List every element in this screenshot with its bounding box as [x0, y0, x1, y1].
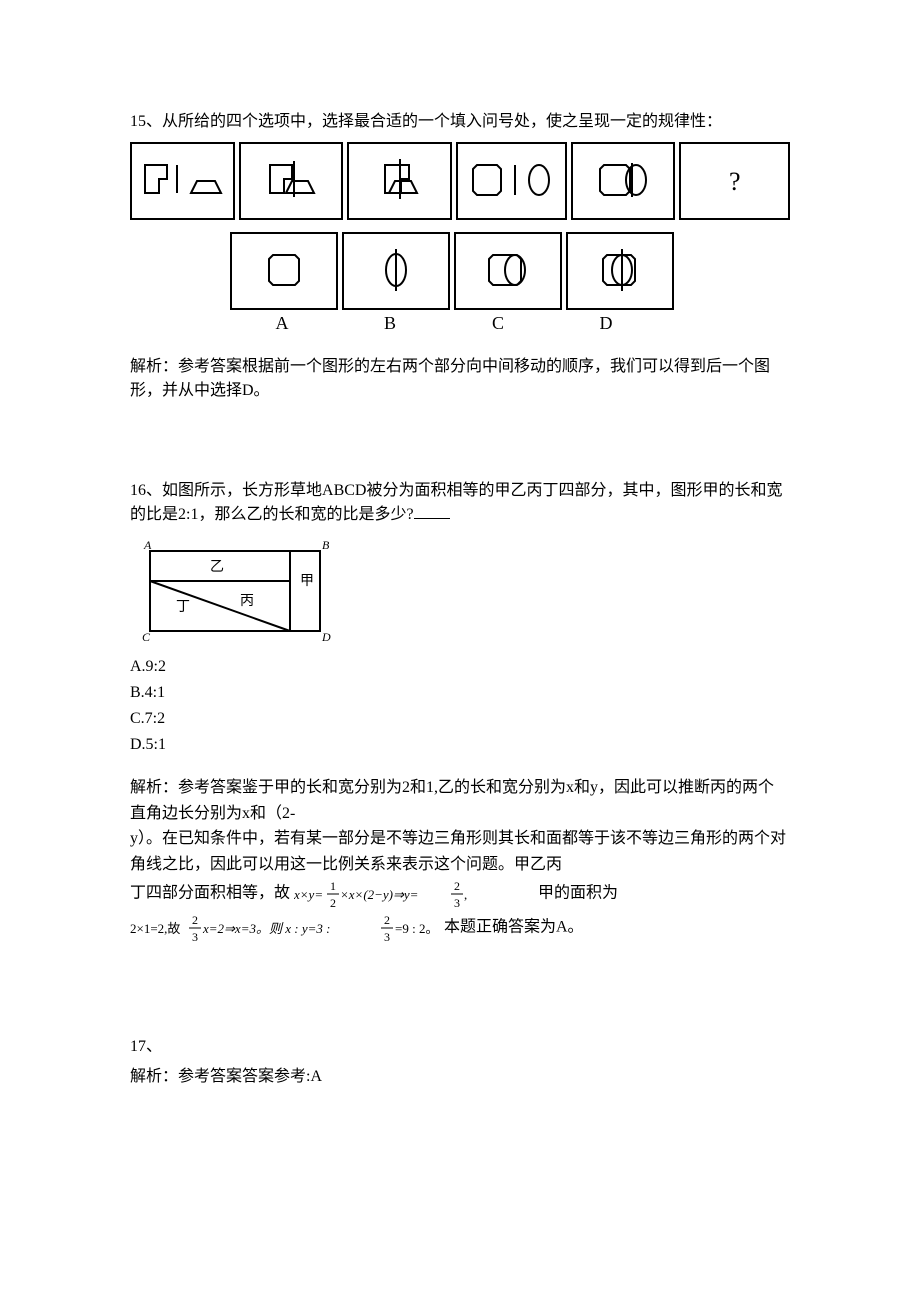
q15-optA-svg — [239, 241, 329, 301]
q15-optC-svg — [463, 241, 553, 301]
q15-option-labels: A B C D — [230, 310, 790, 337]
q15-seq-3 — [347, 142, 452, 220]
q15-options — [230, 232, 790, 310]
q15-seq3-svg — [355, 151, 445, 211]
svg-text:2: 2 — [384, 913, 390, 927]
q15-opt-C[interactable] — [454, 232, 562, 310]
q16-an-p3b: 甲的面积为 — [538, 885, 618, 902]
q16-prompt-text: 如图所示，长方形草地ABCD被分为面积相等的甲乙丙丁四部分，其中，图形甲的长和宽… — [130, 482, 782, 523]
svg-text:,: , — [464, 887, 467, 902]
q15-seq-6: ? — [679, 142, 790, 220]
q16-blank — [414, 518, 450, 519]
q15-seq2-svg — [246, 151, 336, 211]
q15-optB-svg — [351, 241, 441, 301]
q15-opt-D[interactable] — [566, 232, 674, 310]
q15-sequence: ? — [130, 142, 790, 220]
svg-text:×x×(2−y)⇒y=: ×x×(2−y)⇒y= — [340, 887, 418, 902]
exam-page: 15、从所给的四个选项中，选择最合适的一个填入问号处，使之呈现一定的规律性： — [0, 0, 920, 1302]
q16-D: D — [321, 630, 331, 644]
q16-number: 16、 — [130, 482, 162, 499]
svg-text:=9 : 2。: =9 : 2。 — [395, 921, 438, 936]
spacer-1 — [130, 419, 790, 479]
q15-number: 15、 — [130, 113, 162, 130]
q15-seq-4 — [456, 142, 567, 220]
q16-prompt: 16、如图所示，长方形草地ABCD被分为面积相等的甲乙丙丁四部分，其中，图形甲的… — [130, 479, 790, 527]
q15-label-B: B — [338, 310, 442, 337]
q15-opt-A[interactable] — [230, 232, 338, 310]
q17: 17、 解析：参考答案答案参考:A — [130, 1035, 790, 1089]
q16-opt-A[interactable]: A.9:2 — [130, 655, 790, 679]
q16-jia: 甲 — [300, 574, 314, 589]
q15-question-mark: ? — [729, 162, 741, 201]
q16-opt-C[interactable]: C.7:2 — [130, 707, 790, 731]
svg-text:x×y=: x×y= — [294, 887, 323, 902]
svg-text:2: 2 — [330, 896, 336, 910]
q16-figure: A B C D 乙 甲 丁 丙 — [130, 537, 790, 647]
q16-B: B — [322, 538, 330, 552]
q16-options: A.9:2 B.4:1 C.7:2 D.5:1 — [130, 655, 790, 757]
svg-text:3: 3 — [454, 896, 460, 910]
q15-seq-1 — [130, 142, 235, 220]
q15-analysis-text: 参考答案根据前一个图形的左右两个部分向中间移动的顺序，我们可以得到后一个图形，并… — [130, 358, 770, 399]
q16-ding: 丁 — [176, 600, 190, 615]
q16-an-p4b: 本题正确答案为A。 — [444, 919, 584, 936]
q17-analysis: 解析：参考答案答案参考:A — [130, 1065, 790, 1089]
q15-seq1-svg — [137, 151, 227, 211]
svg-text:3: 3 — [192, 930, 198, 944]
svg-text:1: 1 — [330, 879, 336, 893]
q15-optD-svg — [575, 241, 665, 301]
svg-text:x=2⇒x=3。则 x : y=3 :: x=2⇒x=3。则 x : y=3 : — [202, 921, 330, 936]
svg-text:2: 2 — [192, 913, 198, 927]
q16-opt-B[interactable]: B.4:1 — [130, 681, 790, 705]
q16-opt-D[interactable]: D.5:1 — [130, 733, 790, 757]
q15-label-D: D — [554, 310, 658, 337]
q16-analysis-label: 解析： — [130, 779, 178, 796]
q17-number: 17、 — [130, 1035, 790, 1059]
q15-seq5-svg — [578, 151, 668, 211]
q16-C: C — [142, 630, 151, 644]
q16-analysis: 解析：参考答案鉴于甲的长和宽分别为2和1,乙的长和宽分别为x和y，因此可以推断丙… — [130, 775, 790, 945]
q15-seq4-svg — [461, 151, 561, 211]
q16-an-p2: y）。在已知条件中，若有某一部分是不等边三角形则其长和面都等于该不等边三角形的两… — [130, 830, 786, 873]
q15-label-C: C — [446, 310, 550, 337]
q15-seq-5 — [571, 142, 676, 220]
svg-text:3: 3 — [384, 930, 390, 944]
svg-text:2×1=2,故: 2×1=2,故 — [130, 921, 180, 936]
q16-math1: x×y= 1 2 ×x×(2−y)⇒y= 2 3 , — [294, 877, 534, 911]
q17-analysis-label: 解析： — [130, 1068, 178, 1085]
q15-analysis-label: 解析： — [130, 358, 178, 375]
q16-an-p1: 参考答案鉴于甲的长和宽分别为2和1,乙的长和宽分别为x和y，因此可以推断丙的两个… — [130, 779, 774, 822]
q15-prompt-text: 从所给的四个选项中，选择最合适的一个填入问号处，使之呈现一定的规律性： — [162, 113, 722, 130]
q15-prompt: 15、从所给的四个选项中，选择最合适的一个填入问号处，使之呈现一定的规律性： — [130, 110, 790, 134]
q16-A: A — [143, 538, 152, 552]
q15-analysis: 解析：参考答案根据前一个图形的左右两个部分向中间移动的顺序，我们可以得到后一个图… — [130, 355, 790, 403]
q16-svg: A B C D 乙 甲 丁 丙 — [130, 537, 350, 647]
q16-math2: 2×1=2,故 2 3 x=2⇒x=3。则 x : y=3 : 2 3 =9 :… — [130, 911, 440, 945]
q16-yi: 乙 — [210, 559, 224, 575]
q17-analysis-text: 参考答案答案参考:A — [178, 1068, 322, 1085]
q15: 15、从所给的四个选项中，选择最合适的一个填入问号处，使之呈现一定的规律性： — [130, 110, 790, 403]
q16-an-p3a: 丁四部分面积相等，故 — [130, 885, 290, 902]
svg-text:2: 2 — [454, 879, 460, 893]
q15-label-A: A — [230, 310, 334, 337]
q16-bing: 丙 — [240, 594, 254, 609]
q16: 16、如图所示，长方形草地ABCD被分为面积相等的甲乙丙丁四部分，其中，图形甲的… — [130, 479, 790, 945]
q15-seq-2 — [239, 142, 344, 220]
q15-opt-B[interactable] — [342, 232, 450, 310]
